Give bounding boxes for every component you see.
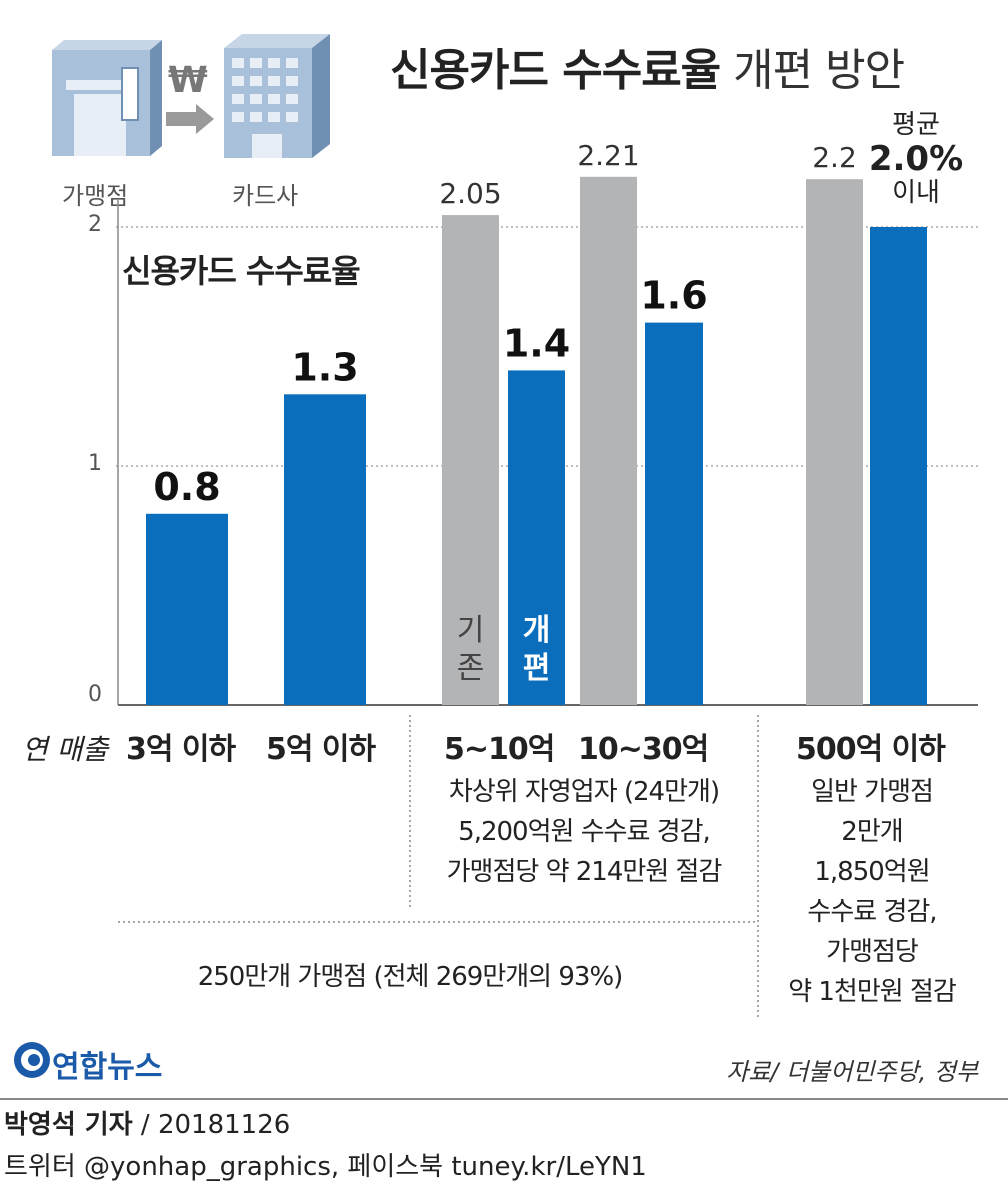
legend-existing-label: 존 bbox=[457, 651, 485, 686]
revised-bar bbox=[645, 322, 703, 705]
category-label: 3억 이하 bbox=[126, 732, 236, 767]
average-annotation: 평균 2.0% 이내 bbox=[866, 108, 966, 210]
bottom-note: 250만개 가맹점 (전체 269만개의 93%) bbox=[197, 962, 624, 992]
title-bold: 신용카드 수수료율 bbox=[390, 45, 721, 96]
legend-existing-label: 기 bbox=[457, 613, 485, 648]
avg-line2: 2.0% bbox=[868, 139, 964, 179]
note-line: 일반 가맹점 bbox=[811, 777, 934, 807]
store-label: 가맹점 bbox=[62, 182, 129, 210]
legend-revised-label: 개 bbox=[523, 613, 551, 648]
note-line: 2만개 bbox=[841, 817, 903, 847]
category-label: 10~30억 bbox=[578, 732, 709, 767]
byline-date: / 20181126 bbox=[132, 1110, 291, 1140]
category-label: 5억 이하 bbox=[266, 732, 376, 767]
existing-bar bbox=[806, 179, 863, 705]
existing-value-label: 2.2 bbox=[812, 141, 857, 174]
revised-bar bbox=[508, 370, 565, 705]
reporter-name: 박영석 기자 bbox=[4, 1110, 133, 1140]
note-line: 수수료 경감, bbox=[807, 897, 937, 927]
note-line: 가맹점당 약 214만원 절감 bbox=[446, 857, 723, 887]
store-icon bbox=[52, 40, 162, 156]
note-line: 약 1천만원 절감 bbox=[788, 977, 957, 1007]
revised-value-label: 1.3 bbox=[291, 345, 358, 389]
icon-illustration: ₩ bbox=[52, 34, 330, 158]
chart-title: 신용카드 수수료율 bbox=[122, 252, 361, 290]
card-company-building-icon bbox=[224, 34, 330, 158]
note-line: 1,850억원 bbox=[814, 857, 930, 887]
existing-bar bbox=[442, 215, 499, 706]
group-right-note: 일반 가맹점 2만개 1,850억원 수수료 경감, 가맹점당 약 1천만원 절… bbox=[762, 772, 982, 1012]
revised-bar bbox=[284, 394, 366, 705]
category-label: 500억 이하 bbox=[796, 732, 946, 767]
social-links: 트위터 @yonhap_graphics, 페이스북 tuney.kr/LeYN… bbox=[4, 1152, 647, 1182]
revised-bar bbox=[146, 513, 228, 705]
existing-value-label: 2.05 bbox=[439, 177, 501, 210]
y-tick-label: 0 bbox=[88, 682, 102, 707]
existing-value-label: 2.21 bbox=[577, 139, 639, 172]
legend-revised-label: 편 bbox=[523, 651, 551, 686]
yonhap-logo-icon bbox=[14, 1042, 50, 1078]
revised-value-label: 1.6 bbox=[640, 274, 707, 318]
category-label: 5~10억 bbox=[444, 732, 555, 767]
won-symbol: ₩ bbox=[168, 60, 208, 101]
title-light: 개편 방안 bbox=[733, 45, 905, 96]
y-tick-label: 1 bbox=[88, 451, 102, 476]
existing-bar bbox=[580, 176, 637, 705]
y-tick-label: 2 bbox=[88, 212, 102, 237]
arrow-icon: ₩ bbox=[166, 60, 214, 134]
byline: 박영석 기자 / 20181126 bbox=[4, 1104, 290, 1141]
x-axis-title: 연 매출 bbox=[22, 733, 109, 766]
revised-value-label: 0.8 bbox=[153, 465, 220, 509]
note-line: 차상위 자영업자 (24만개) bbox=[448, 777, 720, 807]
card-company-label: 카드사 bbox=[232, 182, 299, 210]
source-text: 자료/ 더불어민주당, 정부 bbox=[726, 1058, 978, 1086]
group-mid-note: 차상위 자영업자 (24만개) 5,200억원 수수료 경감, 가맹점당 약 2… bbox=[414, 772, 754, 892]
page-title: 신용카드 수수료율 개편 방안 bbox=[390, 34, 905, 98]
note-line: 5,200억원 수수료 경감, bbox=[458, 817, 711, 847]
logo-text: 연합뉴스 bbox=[52, 1050, 163, 1085]
revised-bar bbox=[870, 227, 927, 705]
avg-line1: 평균 bbox=[892, 110, 940, 140]
avg-line3: 이내 bbox=[892, 178, 940, 208]
footer-divider bbox=[0, 1098, 1008, 1100]
note-line: 가맹점당 bbox=[826, 937, 919, 967]
revised-value-label: 1.4 bbox=[503, 321, 570, 365]
